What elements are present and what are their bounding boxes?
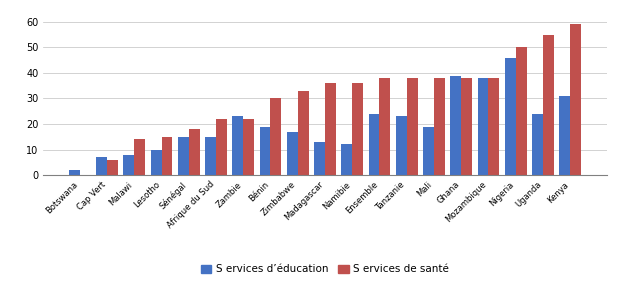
Bar xyxy=(243,119,254,175)
Bar xyxy=(123,155,134,175)
Bar xyxy=(216,119,227,175)
Bar xyxy=(69,170,80,175)
Bar xyxy=(314,142,325,175)
Bar xyxy=(504,58,516,175)
Bar xyxy=(271,98,282,175)
Bar xyxy=(461,78,472,175)
Bar xyxy=(96,157,107,175)
Bar xyxy=(162,137,173,175)
Bar xyxy=(407,78,418,175)
Bar xyxy=(379,78,391,175)
Bar xyxy=(488,78,500,175)
Bar xyxy=(477,78,488,175)
Legend: S ervices d’éducation, S ervices de santé: S ervices d’éducation, S ervices de sant… xyxy=(197,260,453,278)
Bar xyxy=(205,137,216,175)
Bar xyxy=(298,91,309,175)
Bar xyxy=(368,114,379,175)
Bar xyxy=(570,24,581,175)
Bar xyxy=(259,127,271,175)
Bar xyxy=(189,129,200,175)
Bar xyxy=(178,137,189,175)
Bar xyxy=(352,83,363,175)
Bar xyxy=(150,149,162,175)
Bar xyxy=(434,78,445,175)
Bar xyxy=(516,47,527,175)
Bar xyxy=(543,35,554,175)
Bar xyxy=(232,116,243,175)
Bar xyxy=(107,160,118,175)
Bar xyxy=(134,140,145,175)
Bar xyxy=(287,132,298,175)
Bar xyxy=(532,114,543,175)
Bar xyxy=(450,76,461,175)
Bar xyxy=(423,127,434,175)
Bar xyxy=(341,144,352,175)
Bar xyxy=(396,116,407,175)
Bar xyxy=(559,96,570,175)
Bar xyxy=(325,83,336,175)
